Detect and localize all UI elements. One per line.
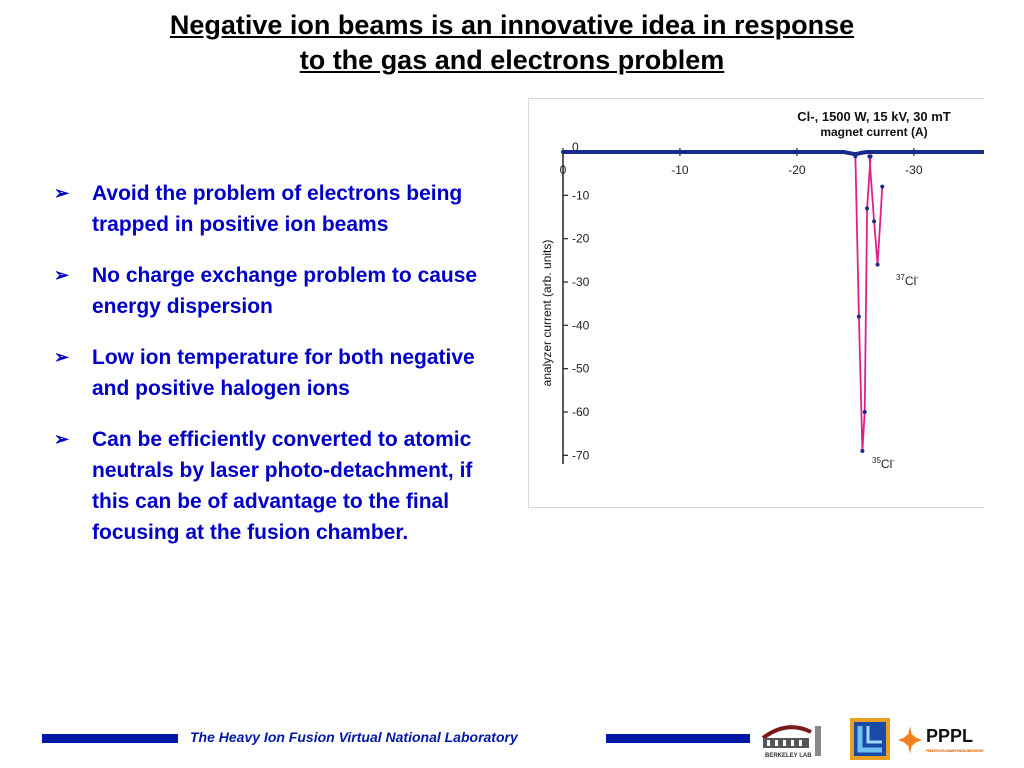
analyzer-chart: Cl-, 1500 W, 15 kV, 30 mT magnet current… — [540, 109, 986, 471]
arrow-bullet-icon: ➢ — [54, 347, 70, 367]
data-point — [794, 150, 799, 154]
footer-text: The Heavy Ion Fusion Virtual National La… — [190, 729, 518, 745]
footer-bar-left — [42, 734, 178, 743]
bullet-list: ➢ Avoid the problem of electrons being t… — [52, 178, 512, 568]
arrow-bullet-icon: ➢ — [54, 265, 70, 285]
data-point — [561, 150, 565, 154]
y-tick-label: -50 — [572, 362, 590, 376]
footer-bar-right — [606, 734, 750, 743]
chart-title: Cl-, 1500 W, 15 kV, 30 mT — [797, 109, 950, 124]
data-point — [875, 262, 880, 267]
llnl-logo — [850, 718, 890, 760]
berkeley-lab-text: BERKELEY LAB — [765, 753, 812, 759]
bullet-text: Low ion temperature for both negative an… — [92, 346, 475, 400]
y-tick-label: -70 — [572, 448, 590, 462]
data-point — [865, 150, 870, 154]
chart-frame: Cl-, 1500 W, 15 kV, 30 mT magnet current… — [528, 98, 986, 508]
series-line — [854, 156, 872, 452]
bullet-item: ➢ Avoid the problem of electrons being t… — [52, 178, 512, 240]
bullet-text: No charge exchange problem to cause ener… — [92, 264, 478, 318]
y-tick-label: -20 — [572, 232, 590, 246]
y-axis-label: analyzer current (arb. units) — [540, 240, 554, 387]
pppl-title: PPPL — [926, 726, 973, 746]
data-point — [867, 154, 872, 159]
data-point — [872, 219, 877, 224]
bullet-item: ➢ Can be efficiently converted to atomic… — [52, 424, 512, 548]
title-line-2: to the gas and electrons problem — [299, 45, 725, 75]
bullet-item: ➢ No charge exchange problem to cause en… — [52, 260, 512, 322]
y-tick-label: -10 — [572, 188, 590, 202]
x-tick-label: -20 — [788, 163, 806, 177]
series-line — [868, 156, 884, 265]
bullet-item: ➢ Low ion temperature for both negative … — [52, 342, 512, 404]
pppl-subtitle: PRINCETON PLASMA PHYSICS LABORATORY — [926, 749, 985, 753]
x-tick-label: -10 — [671, 163, 689, 177]
series-line — [563, 150, 984, 157]
data-point — [862, 410, 867, 414]
arrow-bullet-icon: ➢ — [54, 183, 70, 203]
data-point — [865, 206, 870, 211]
data-point — [841, 150, 846, 154]
arrow-bullet-icon: ➢ — [54, 429, 70, 449]
data-point — [619, 150, 624, 154]
x-tick-label: 0 — [560, 163, 567, 177]
data-point — [677, 150, 682, 154]
data-point — [856, 314, 861, 319]
x-tick-label: -30 — [905, 163, 923, 177]
y-tick-label: -30 — [572, 275, 590, 289]
x-axis-label: magnet current (A) — [820, 125, 927, 139]
isotope-label: 37Cl- — [896, 273, 919, 288]
y-tick-label: -40 — [572, 318, 590, 332]
data-point — [859, 150, 864, 155]
page-title: Negative ion beams is an innovative idea… — [40, 8, 984, 78]
y-tick-label: 0 — [572, 140, 579, 154]
pppl-logo: PPPL PRINCETON PLASMA PHYSICS LABORATORY — [896, 720, 986, 760]
berkeley-lab-logo: BERKELEY LAB — [757, 716, 829, 762]
bullet-text: Can be efficiently converted to atomic n… — [92, 428, 473, 544]
title-line-1: Negative ion beams is an innovative idea… — [169, 10, 855, 40]
data-point — [736, 150, 741, 154]
bullet-text: Avoid the problem of electrons being tra… — [92, 182, 463, 236]
y-tick-label: -60 — [572, 405, 590, 419]
data-point — [880, 184, 885, 189]
isotope-label: 35Cl- — [872, 456, 895, 471]
data-point — [860, 449, 865, 453]
data-point — [853, 154, 858, 159]
